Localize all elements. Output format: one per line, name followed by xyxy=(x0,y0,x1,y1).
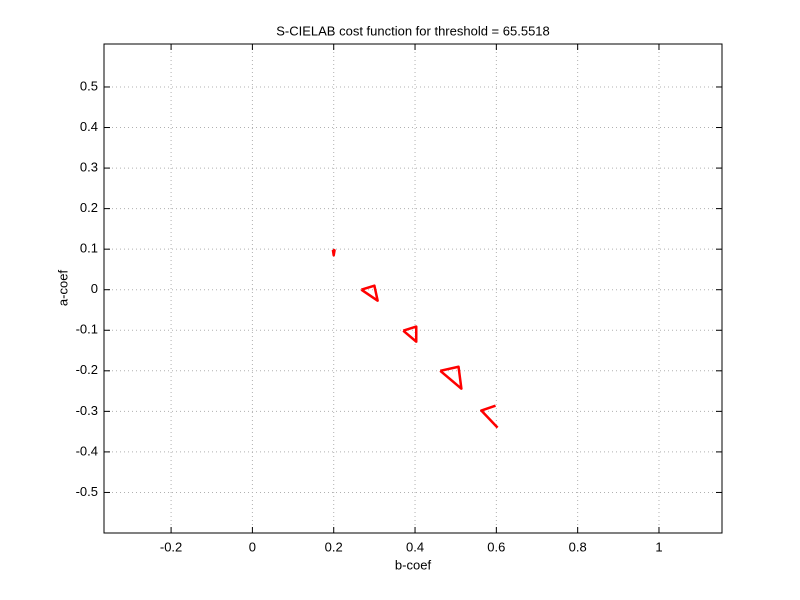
y-tick-label: 0 xyxy=(91,281,98,296)
y-axis-label: a-coef xyxy=(55,270,70,307)
x-tick-label: 0.8 xyxy=(569,539,587,554)
contour-line xyxy=(331,248,499,429)
y-tick-label: 0.4 xyxy=(80,119,98,134)
plot-area xyxy=(104,44,722,533)
x-axis-label: b-coef xyxy=(395,557,432,572)
chart-title: S-CIELAB cost function for threshold = 6… xyxy=(276,23,550,38)
x-tick-label: 0.6 xyxy=(487,539,505,554)
y-tick-label: -0.3 xyxy=(76,403,98,418)
y-tick-label: -0.1 xyxy=(76,322,98,337)
axes-box xyxy=(103,43,723,534)
x-tick-label: 1 xyxy=(655,539,662,554)
y-tick-label: 0.1 xyxy=(80,241,98,256)
y-tick-label: 0.3 xyxy=(80,160,98,175)
x-tick-label: 0.2 xyxy=(325,539,343,554)
y-tick-label: 0.2 xyxy=(80,200,98,215)
x-tick-label: 0.4 xyxy=(406,539,424,554)
x-tick-label: -0.2 xyxy=(160,539,182,554)
y-tick-label: 0.5 xyxy=(80,78,98,93)
x-tick-label: 0 xyxy=(249,539,256,554)
y-tick-label: -0.5 xyxy=(76,484,98,499)
y-tick-label: -0.4 xyxy=(76,443,98,458)
y-tick-label: -0.2 xyxy=(76,362,98,377)
